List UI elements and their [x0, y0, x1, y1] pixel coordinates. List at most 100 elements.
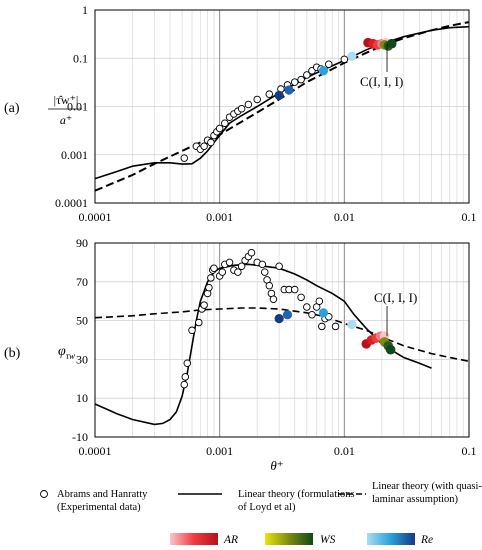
- experimental-point: [181, 373, 190, 381]
- legend-ws-gradient: [265, 533, 313, 545]
- experimental-point: [200, 301, 208, 309]
- experimental-point: [183, 359, 192, 368]
- y-tick-label: 1: [82, 3, 88, 17]
- experimental-point: [340, 55, 349, 64]
- legend-item-quasi-laminar: Linear theory (with quasi- laminar assum…: [338, 481, 482, 505]
- experimental-point: [325, 60, 333, 69]
- experimental-point: [303, 303, 311, 311]
- experimental-point: [258, 260, 267, 269]
- legend-re-label: Re: [420, 534, 433, 546]
- panel-a-ylabel-numerator: |τ̂w⁺|: [54, 93, 79, 107]
- experimental-point: [297, 75, 305, 84]
- panel-b-grid: [95, 243, 469, 437]
- re-point: [347, 51, 357, 61]
- experimental-point: [315, 297, 324, 305]
- x-tick-label: 0.001: [206, 444, 233, 458]
- panel-b-ylabel: φτw: [58, 344, 75, 361]
- x-tick-label: 0.0001: [79, 444, 112, 458]
- panel-b-frame: [94, 242, 470, 438]
- re-point: [274, 314, 284, 324]
- panel-a-annotation: C(I, I, I): [360, 74, 403, 89]
- experimental-point: [253, 95, 261, 104]
- experimental-point: [225, 258, 234, 267]
- experimental-point: [200, 142, 208, 151]
- legend-item-ar: AR: [170, 533, 238, 546]
- panel-a-y-ticks: 1 0.1 0.01 0.001 0.0001: [55, 3, 88, 210]
- y-tick-label: 30: [76, 352, 88, 366]
- experimental-point: [297, 293, 305, 302]
- ws-point: [385, 344, 396, 355]
- x-tick-label: 0.1: [462, 444, 477, 458]
- legend-item-linear-theory: Linear theory (formulations of Loyd et a…: [178, 489, 355, 513]
- experimental-point: [210, 264, 218, 272]
- experimental-point: [207, 274, 215, 282]
- legend-re-gradient: [367, 533, 415, 545]
- panel-a-ylabel: |τ̂w⁺| a⁺: [48, 93, 82, 127]
- panel-b-ylabel-sub: τw: [66, 351, 75, 361]
- experimental-point: [234, 268, 242, 276]
- panel-a-label: (a): [4, 101, 20, 116]
- ws-point: [386, 38, 397, 49]
- legend-linear-theory-line2: of Loyd et al): [238, 502, 296, 513]
- x-tick-label: 0.0001: [79, 210, 112, 224]
- experimental-point: [275, 262, 283, 271]
- re-point: [318, 66, 329, 76]
- experimental-point: [180, 380, 189, 389]
- experimental-point: [237, 104, 246, 113]
- experimental-point: [265, 90, 274, 98]
- panel-a-frame: [94, 9, 470, 204]
- re-point: [284, 85, 294, 95]
- experimental-point: [308, 311, 316, 319]
- y-tick-label: 70: [76, 275, 88, 289]
- re-point: [282, 310, 293, 320]
- panel-a-ylabel-denominator: a⁺: [60, 113, 72, 127]
- panel-a-simulation-points: [274, 37, 397, 100]
- experimental-point: [218, 268, 227, 276]
- y-tick-label: 50: [76, 314, 88, 328]
- experimental-point: [205, 283, 213, 292]
- experimental-point: [290, 285, 299, 294]
- legend-experimental-line1: Abrams and Hanratty: [57, 489, 148, 500]
- panel-a-linear-theory-line: [94, 25, 470, 180]
- experimental-point: [261, 268, 269, 276]
- legend-linear-theory-line1: Linear theory (formulations: [238, 489, 355, 500]
- y-tick-label: 0.01: [67, 100, 88, 114]
- experimental-point: [269, 295, 278, 304]
- y-tick-label: -10: [72, 430, 88, 444]
- legend-ar-label: AR: [223, 534, 238, 546]
- legend-quasi-laminar-line2: laminar assumption): [372, 494, 459, 505]
- legend-open-circle-marker: [40, 490, 48, 498]
- panel-b-simulation-points: [274, 308, 396, 355]
- re-point: [274, 90, 284, 100]
- panel-b-quasi-laminar-line: [94, 307, 470, 363]
- y-tick-label: 90: [76, 236, 88, 250]
- x-tick-label: 0.1: [462, 210, 477, 224]
- legend-item-experimental: Abrams and Hanratty (Experimental data): [40, 489, 148, 513]
- x-axis-label: θ⁺: [270, 458, 283, 473]
- x-tick-label: 0.001: [206, 210, 233, 224]
- x-tick-label: 0.01: [334, 210, 355, 224]
- panel-b-x-ticks: 0.0001 0.001 0.01 0.1: [79, 444, 477, 458]
- panel-b-annotation: C(I, I, I): [374, 290, 417, 305]
- x-tick-label: 0.01: [334, 444, 355, 458]
- panel-b-linear-theory-line: [94, 263, 432, 426]
- experimental-point: [247, 248, 256, 257]
- panel-b: 90 70 50 30 10 -10 0.0001 0.001 0.01 0.1 C(I, I,…: [4, 236, 477, 473]
- experimental-point: [331, 322, 340, 331]
- experimental-point: [290, 78, 299, 86]
- legend: Abrams and Hanratty (Experimental data) …: [40, 481, 482, 546]
- panel-b-label: (b): [4, 346, 21, 361]
- experimental-point: [318, 322, 326, 331]
- panel-b-y-ticks: 90 70 50 30 10 -10: [72, 236, 88, 444]
- experimental-point: [244, 100, 253, 109]
- experimental-point: [180, 154, 189, 162]
- experimental-point: [221, 119, 229, 127]
- experimental-point: [195, 318, 203, 327]
- legend-quasi-laminar-line1: Linear theory (with quasi-: [372, 481, 482, 492]
- y-tick-label: 0.001: [61, 148, 88, 162]
- y-tick-label: 0.1: [73, 51, 88, 65]
- legend-ws-label: WS: [320, 534, 336, 546]
- experimental-point: [265, 281, 274, 290]
- experimental-point: [237, 262, 246, 271]
